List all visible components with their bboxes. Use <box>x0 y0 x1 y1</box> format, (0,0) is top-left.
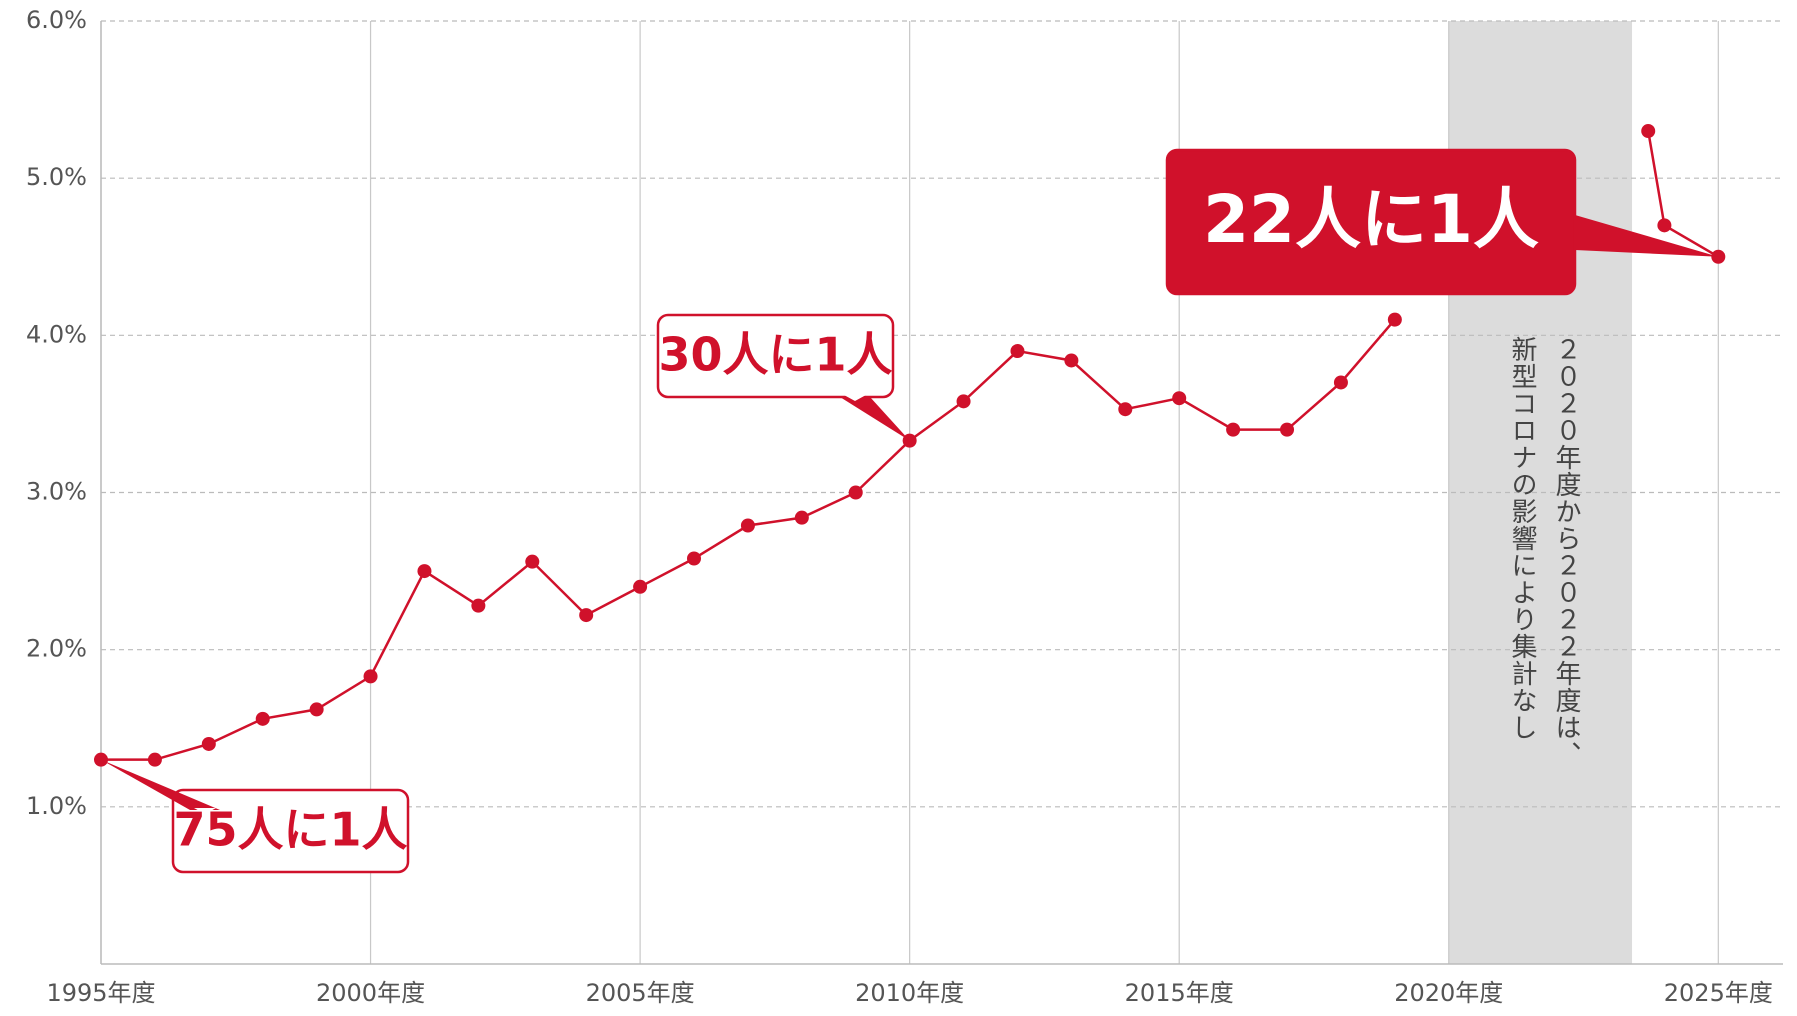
data-point <box>1387 312 1402 327</box>
data-point <box>417 564 432 579</box>
data-line <box>1646 130 1719 258</box>
x-tick-label: 2020年度 <box>1394 979 1503 1007</box>
x-tick-label: 2015年度 <box>1125 979 1234 1007</box>
y-tick-label: 3.0% <box>26 478 87 506</box>
y-tick-label: 5.0% <box>26 163 87 191</box>
callout-pointer <box>840 397 910 441</box>
callout-pointer <box>1575 215 1719 257</box>
x-tick-label: 2000年度 <box>316 979 425 1007</box>
data-point <box>1118 402 1133 417</box>
data-point <box>363 669 378 684</box>
data-point <box>687 551 702 566</box>
data-point <box>471 598 486 613</box>
data-point <box>1280 422 1295 437</box>
data-point <box>1641 124 1656 139</box>
x-tick-label: 2025年度 <box>1664 979 1773 1007</box>
y-tick-label: 1.0% <box>26 792 87 820</box>
x-tick-label: 1995年度 <box>46 979 155 1007</box>
x-tick-label: 2005年度 <box>586 979 695 1007</box>
callout-pointer-inner <box>194 808 216 814</box>
data-point <box>1064 353 1079 368</box>
data-point <box>309 702 324 717</box>
data-point <box>201 736 216 751</box>
callout-text: 30人に1人 <box>658 328 892 382</box>
x-tick-label: 2010年度 <box>855 979 964 1007</box>
callout-pointer <box>101 759 220 810</box>
data-point <box>1172 391 1187 406</box>
shaded-note: 新型コロナの影響により集計なし <box>1507 336 1537 741</box>
data-point <box>1010 344 1025 359</box>
data-point <box>633 579 648 594</box>
callout-box <box>171 788 410 874</box>
shaded-note: ２０２０年度から２０２２年度は、 <box>1551 336 1581 768</box>
callout-text: 75人に1人 <box>173 803 407 857</box>
data-point <box>794 510 809 525</box>
data-point <box>579 608 594 623</box>
data-point <box>255 711 270 726</box>
callout-text: 22人に1人 <box>1203 181 1539 258</box>
data-point <box>147 752 162 767</box>
data-point <box>740 518 755 533</box>
data-point <box>1657 218 1672 233</box>
y-tick-label: 2.0% <box>26 635 87 663</box>
y-tick-label: 4.0% <box>26 320 87 348</box>
data-point <box>1333 375 1348 390</box>
data-point <box>956 394 971 409</box>
callout-pointer-inner <box>844 395 866 401</box>
data-point <box>1226 422 1241 437</box>
data-point <box>525 554 540 569</box>
y-tick-label: 6.0% <box>26 6 87 34</box>
data-point <box>848 485 863 500</box>
callout-box <box>656 313 895 399</box>
